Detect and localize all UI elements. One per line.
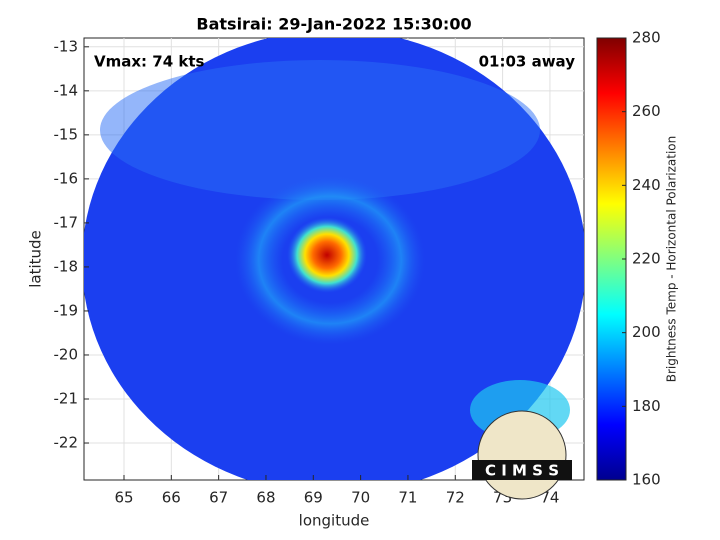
y-tick-label: -21 [54,389,79,407]
y-tick-label: -15 [54,125,79,143]
y-tick-label: -22 [54,434,79,452]
x-axis-label: longitude [299,512,370,530]
colorbar-label: Brightness Temp - Horizontal Polarizatio… [665,136,679,383]
y-tick-label: -13 [54,37,79,55]
swath-image [84,38,584,480]
logo: C I M S S [472,410,572,500]
x-tick-label: 66 [162,489,181,507]
y-tick-label: -16 [54,169,79,187]
x-tick-label: 67 [209,489,228,507]
y-tick-label: -17 [54,213,79,231]
x-tick-label: 65 [114,489,133,507]
logo-text: C I M S S [485,462,559,480]
y-tick-label: -20 [54,345,79,363]
y-tick-label: -19 [54,301,79,319]
chart-title: Batsirai: 29-Jan-2022 15:30:00 [196,15,471,34]
x-tick-label: 68 [256,489,275,507]
colorbar-tick-label: 200 [632,323,661,341]
x-tick-label: 72 [446,489,465,507]
colorbar-tick-label: 180 [632,397,661,415]
colorbar-tick-label: 240 [632,176,661,194]
annotation: 01:03 away [479,53,576,71]
colorbar-tick-label: 260 [632,102,661,120]
x-tick-label: 70 [351,489,370,507]
colorbar-tick-label: 160 [632,471,661,489]
y-tick-label: -14 [54,81,79,99]
y-tick-label: -18 [54,257,79,275]
colorbar [596,37,627,481]
x-tick-label: 69 [304,489,323,507]
colorbar-tick-label: 220 [632,250,661,268]
annotation: Vmax: 74 kts [94,53,204,71]
x-tick-label: 71 [398,489,417,507]
y-axis-label: latitude [27,230,45,288]
colorbar-tick-label: 280 [632,29,661,47]
